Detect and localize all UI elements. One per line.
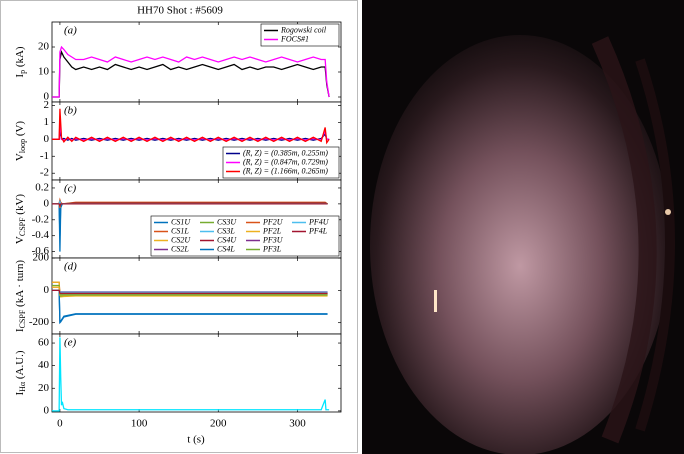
y-tick-label: 0 <box>44 133 50 145</box>
chart-title: HH70 Shot : #5609 <box>137 5 223 17</box>
y-axis-label: Ip (kA) <box>14 46 27 78</box>
y-label-sub: CSPF <box>18 309 27 328</box>
legend-label: (R, Z) = (0.385m, 0.255m) <box>243 148 328 157</box>
panel-label: (a) <box>64 25 77 37</box>
y-tick-label: 0 <box>44 404 50 416</box>
y-tick-label: 20 <box>38 41 50 53</box>
y-tick-label: 0 <box>44 284 50 296</box>
x-tick-label: 100 <box>131 418 148 430</box>
y-axis-label: ICSPF (kA · turn) <box>14 260 27 332</box>
y-axis-label: Vloop (V) <box>14 121 27 162</box>
y-tick-label: -0.6 <box>32 245 50 257</box>
camera-image <box>362 0 684 454</box>
legend-label: CS4U <box>217 235 237 244</box>
legend-label: CS2L <box>171 244 189 253</box>
panel-label: (c) <box>64 183 77 195</box>
y-tick-label: 40 <box>38 359 50 371</box>
legend-label: PF2L <box>262 226 282 235</box>
y-tick-label: 60 <box>38 337 50 349</box>
y-axis-label: IHα (A.U.) <box>14 350 27 395</box>
series-line <box>52 203 328 209</box>
series-line <box>52 281 328 298</box>
x-axis-label: t (s) <box>187 434 205 446</box>
y-label-base: I <box>14 328 26 332</box>
y-label-base: V <box>14 153 26 161</box>
panel-label: (d) <box>64 261 77 273</box>
series-line <box>52 45 330 98</box>
legend-label: CS3L <box>217 226 235 235</box>
y-tick-label: 2 <box>44 99 50 111</box>
legend-label: Rogowski coil <box>280 25 327 34</box>
y-label-unit: (kA · turn) <box>14 260 26 310</box>
legend-box <box>222 146 340 179</box>
legend-label: CS3U <box>217 217 237 226</box>
y-tick-label: 0 <box>44 197 50 209</box>
legend-label: FOCS#1 <box>280 34 309 43</box>
legend-label: PF3U <box>262 235 284 244</box>
y-tick-label: 200 <box>33 252 50 264</box>
legend-label: PF3L <box>262 244 282 253</box>
y-label-base: I <box>14 392 26 396</box>
legend-label: (R, Z) = (1.166m, 0.265m) <box>243 166 328 175</box>
y-label-unit: (kV) <box>14 194 26 218</box>
y-tick-label: 0 <box>44 91 50 103</box>
y-tick-label: 1 <box>44 116 50 128</box>
legend-label: PF2U <box>262 217 284 226</box>
legend: (R, Z) = (0.385m, 0.255m)(R, Z) = (0.847… <box>222 146 340 179</box>
y-tick-label: -200 <box>29 316 50 328</box>
legend-label: (R, Z) = (0.847m, 0.729m) <box>243 157 328 166</box>
series-line <box>52 108 330 145</box>
legend-label: CS4L <box>217 244 235 253</box>
y-tick-label: 0.2 <box>35 181 49 193</box>
x-tick-label: 0 <box>57 418 63 430</box>
y-tick-label: -0.4 <box>32 229 50 241</box>
y-label-unit: (A.U.) <box>14 350 26 382</box>
y-tick-label: 20 <box>38 382 50 394</box>
series-line <box>52 337 330 412</box>
panel-label: (b) <box>64 105 77 117</box>
y-label-unit: (V) <box>14 121 26 139</box>
y-tick-label: -0.2 <box>32 213 49 225</box>
series-line <box>52 49 330 98</box>
y-label-sub: CSPF <box>18 217 27 236</box>
legend-label: CS1U <box>171 217 191 226</box>
legend-label: PF4L <box>308 226 328 235</box>
y-label-sub: p <box>18 70 27 74</box>
legend-label: PF4U <box>308 217 330 226</box>
x-tick-label: 200 <box>210 418 227 430</box>
panel-label: (e) <box>64 337 77 349</box>
y-label-sub: Hα <box>18 381 27 392</box>
y-axis-label: VCSPF (kV) <box>14 194 27 244</box>
y-label-unit: (kA) <box>14 46 26 70</box>
legend-box <box>150 215 340 257</box>
y-tick-label: 10 <box>38 66 50 78</box>
legend-box <box>260 23 340 47</box>
panel-frame <box>51 333 342 413</box>
y-label-base: I <box>14 74 26 78</box>
series-line <box>52 289 328 324</box>
series-line <box>52 289 328 294</box>
y-tick-label: -1 <box>40 150 49 162</box>
y-label-sub: loop <box>18 139 27 153</box>
y-label-base: V <box>14 236 26 244</box>
legend-label: CS1L <box>171 226 189 235</box>
y-tick-label: -2 <box>40 167 49 179</box>
x-tick-label: 300 <box>289 418 306 430</box>
legend-label: CS2U <box>171 235 191 244</box>
